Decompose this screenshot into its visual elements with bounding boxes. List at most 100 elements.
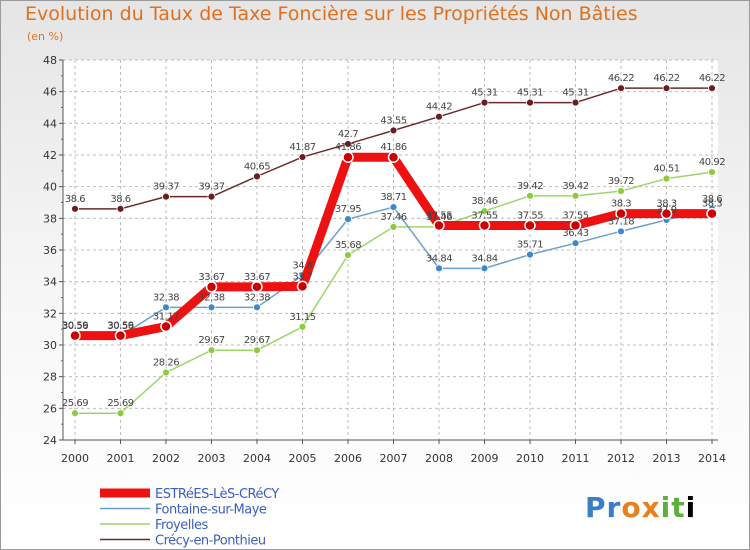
data-label: 45.31	[471, 88, 497, 99]
logo-letter: x	[641, 491, 661, 524]
data-label: 45.31	[562, 88, 588, 99]
data-point	[478, 219, 491, 232]
data-point	[162, 303, 170, 312]
data-label: 37.55	[562, 210, 588, 221]
data-label: 37.55	[426, 210, 452, 221]
legend-label: Froyelles	[155, 518, 208, 533]
data-label: 40.65	[244, 161, 270, 172]
x-tick-label: 2014	[698, 452, 726, 465]
data-label: 38.3	[611, 199, 631, 210]
chart-title: Evolution du Taux de Taxe Foncière sur l…	[25, 3, 638, 25]
proxiti-logo: Proxiti	[585, 491, 696, 524]
legend-label: ESTRéES-LèS-CRéCY	[155, 487, 279, 502]
data-label: 38.3	[656, 199, 676, 210]
data-point	[571, 239, 580, 248]
data-point	[615, 207, 627, 220]
y-tick-label: 34	[43, 276, 57, 289]
x-tick-label: 2000	[61, 452, 89, 465]
data-label: 29.67	[244, 335, 270, 346]
data-point	[617, 227, 625, 236]
data-label: 25.69	[107, 398, 133, 409]
data-point	[253, 303, 261, 312]
data-point	[207, 346, 216, 355]
data-point	[617, 187, 625, 196]
data-point	[526, 191, 534, 200]
data-point	[571, 191, 580, 200]
data-label: 38.6	[65, 194, 85, 205]
x-tick-label: 2011	[562, 452, 590, 465]
x-tick-label: 2008	[425, 452, 453, 465]
data-point	[435, 112, 443, 121]
data-label: 39.37	[198, 182, 224, 193]
x-tick-label: 2003	[198, 452, 226, 465]
data-point	[480, 264, 489, 273]
data-point	[480, 207, 489, 215]
data-label: 31.15	[289, 312, 315, 323]
data-point	[524, 219, 536, 232]
data-label: 33.67	[244, 272, 270, 283]
data-point	[116, 204, 125, 213]
data-point	[344, 140, 352, 148]
data-label: 36.43	[562, 228, 588, 239]
x-tick-label: 2007	[380, 452, 408, 465]
data-point	[116, 409, 125, 418]
logo-letter: i	[660, 491, 672, 524]
data-label: 38.6	[702, 194, 722, 205]
y-tick-label: 48	[43, 54, 57, 67]
x-tick-label: 2013	[653, 452, 681, 465]
data-point	[160, 320, 172, 333]
data-label: 46.22	[699, 73, 725, 84]
data-point	[253, 346, 261, 355]
data-label: 29.67	[198, 335, 224, 346]
data-point	[569, 219, 582, 232]
data-label: 42.7	[338, 129, 358, 140]
data-label: 33.7	[292, 271, 312, 282]
data-label: 39.42	[517, 181, 543, 192]
legend-label: Fontaine-sur-Maye	[155, 503, 267, 518]
data-point	[298, 322, 307, 331]
data-point	[662, 174, 671, 183]
data-label: 38.71	[380, 192, 406, 203]
data-label: 40.51	[653, 164, 679, 175]
data-label: 25.69	[62, 398, 88, 409]
data-label: 37.46	[380, 212, 406, 223]
x-tick-label: 2009	[471, 452, 499, 465]
data-point	[205, 281, 218, 293]
y-tick-label: 44	[43, 117, 57, 130]
y-tick-label: 36	[43, 244, 57, 257]
legend-label: Crécy-en-Ponthieu	[155, 534, 266, 549]
data-label: 32.38	[244, 292, 270, 303]
data-point	[571, 98, 580, 107]
data-point	[207, 192, 216, 201]
data-point	[296, 280, 309, 293]
data-point	[389, 222, 398, 231]
data-point	[298, 153, 307, 161]
x-tick-label: 2012	[607, 452, 635, 465]
logo-letter: o	[621, 491, 642, 524]
y-tick-label: 28	[43, 371, 57, 384]
data-label: 37.18	[608, 216, 634, 227]
data-point	[253, 172, 261, 181]
data-point	[71, 409, 79, 418]
x-tick-label: 2004	[243, 452, 271, 465]
data-label: 41.87	[289, 142, 315, 153]
data-label: 37.55	[517, 210, 543, 221]
data-label: 41.86	[335, 142, 361, 153]
data-label: 30.56	[62, 321, 88, 332]
data-label: 32.38	[198, 292, 224, 303]
y-tick-label: 30	[43, 339, 57, 352]
data-label: 34.4	[292, 260, 312, 271]
y-tick-label: 32	[43, 307, 57, 320]
data-label: 35.71	[517, 240, 543, 251]
data-point	[662, 84, 671, 93]
x-tick-label: 2006	[334, 452, 362, 465]
data-point	[387, 151, 400, 163]
data-label: 34.84	[471, 253, 497, 264]
y-tick-label: 26	[43, 402, 57, 415]
data-point	[526, 98, 534, 107]
data-label: 44.42	[426, 102, 452, 113]
data-label: 37.55	[471, 210, 497, 221]
data-label: 38.46	[471, 196, 497, 207]
data-label: 38.6	[110, 194, 130, 205]
